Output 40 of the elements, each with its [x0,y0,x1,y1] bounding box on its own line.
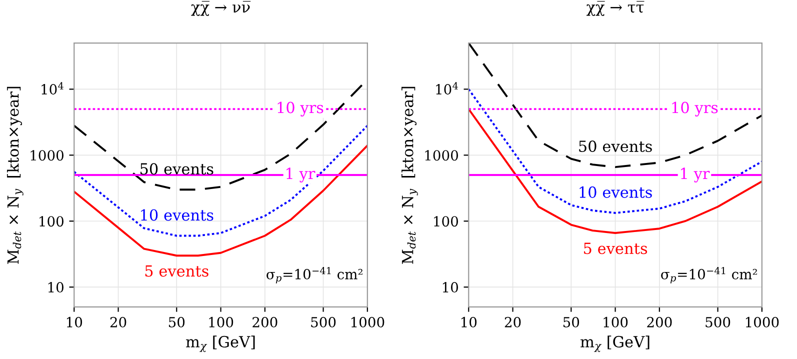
series-label: 50 events [140,163,214,175]
y-tick-label: 100 [40,216,64,227]
annotation: σ$_{p}$=10$^{−41}$ cm² [266,266,362,284]
x-tick-label: 100 [209,316,234,328]
x-tick-label: 500 [311,316,336,328]
x-tick-label: 200 [647,316,672,328]
ref-line-label: 1 yr [286,168,316,182]
ref-line-label: 10 yrs [278,102,324,116]
chart-title: χχ̅ → ττ̅ [586,1,644,16]
x-tick-label: 10 [461,316,477,328]
x-tick-label: 100 [604,316,628,328]
y-tick-label: 1000 [30,150,64,161]
x-tick-label: 50 [168,316,185,328]
y-tick-label: 10 [48,282,64,293]
x-tick-label: 1000 [351,316,384,328]
y-tick-label: 1000 [425,150,458,161]
x-axis-title: m$_{χ}$ [GeV] [580,336,650,352]
series-label: 5 events [145,265,208,277]
x-tick-label: 500 [706,316,730,328]
series-label: 5 events [584,242,648,254]
annotation: σ$_{p}$=10$^{−41}$ cm² [661,266,757,284]
x-tick-label: 50 [563,316,580,328]
x-tick-label: 200 [252,316,278,328]
x-tick-label: 20 [504,316,521,328]
x-axis-title: m$_{χ}$ [GeV] [186,336,255,352]
y-tick-label: 10$^{4}$ [436,82,458,95]
y-axis-title: M$_{det}$ × N$_{y}$ [kton×year] [402,86,418,264]
y-tick-label: 100 [434,216,458,227]
ref-line-label: 1 yr [681,168,710,182]
chart-title: χχ̅ → νν̅ [191,1,251,16]
y-tick-label: 10$^{4}$ [42,82,64,95]
ref-line-label: 10 yrs [672,102,718,116]
series-label: 50 events [579,140,652,152]
series-label: 10 events [580,186,652,198]
x-tick-label: 10 [66,316,82,328]
y-tick-label: 10 [442,282,458,293]
x-tick-label: 20 [110,316,126,328]
x-tick-label: 1000 [746,316,779,328]
y-axis-title: M$_{det}$ × N$_{y}$ [kton×year] [6,86,24,264]
series-label: 10 events [141,209,214,221]
